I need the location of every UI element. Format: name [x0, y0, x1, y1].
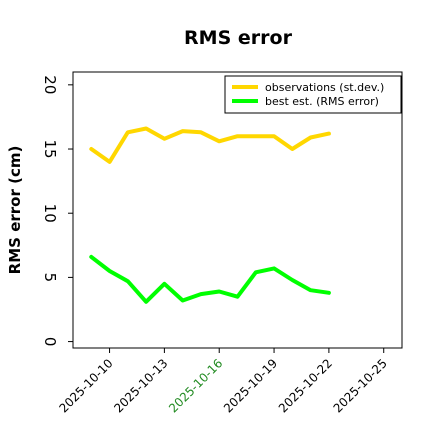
plot-frame: [72, 71, 403, 349]
legend: observations (st.dev.)best est. (RMS err…: [224, 75, 402, 114]
x-tick-label: 2025-10-22: [276, 356, 335, 415]
y-tick-label: 5: [41, 273, 59, 283]
x-tick-label: 2025-10-13: [111, 356, 170, 415]
y-tick-label: 20: [41, 75, 59, 94]
y-axis-label: RMS error (cm): [6, 146, 24, 275]
legend-box: [224, 75, 402, 114]
chart-title: RMS error: [184, 27, 293, 49]
x-tick-label: 2025-10-10: [56, 356, 115, 415]
x-tick-label: 2025-10-19: [221, 356, 280, 415]
series-line-observations: [89, 126, 331, 164]
x-tick-label: 2025-10-25: [331, 356, 390, 415]
series-line-best-estimate: [89, 254, 331, 304]
y-tick-label: 15: [41, 139, 59, 158]
legend-entry: best est. (RMS error): [265, 95, 379, 108]
x-tick-label: 2025-10-16: [166, 356, 225, 415]
x-axis-ticks: 2025-10-102025-10-132025-10-162025-10-19…: [56, 348, 390, 415]
series-layer: [89, 126, 331, 304]
y-axis-ticks: 0 5 10 15 20: [41, 75, 73, 346]
y-tick-label: 10: [41, 204, 59, 223]
legend-entry: observations (st.dev.): [265, 81, 384, 94]
y-tick-label: 0: [41, 337, 59, 347]
